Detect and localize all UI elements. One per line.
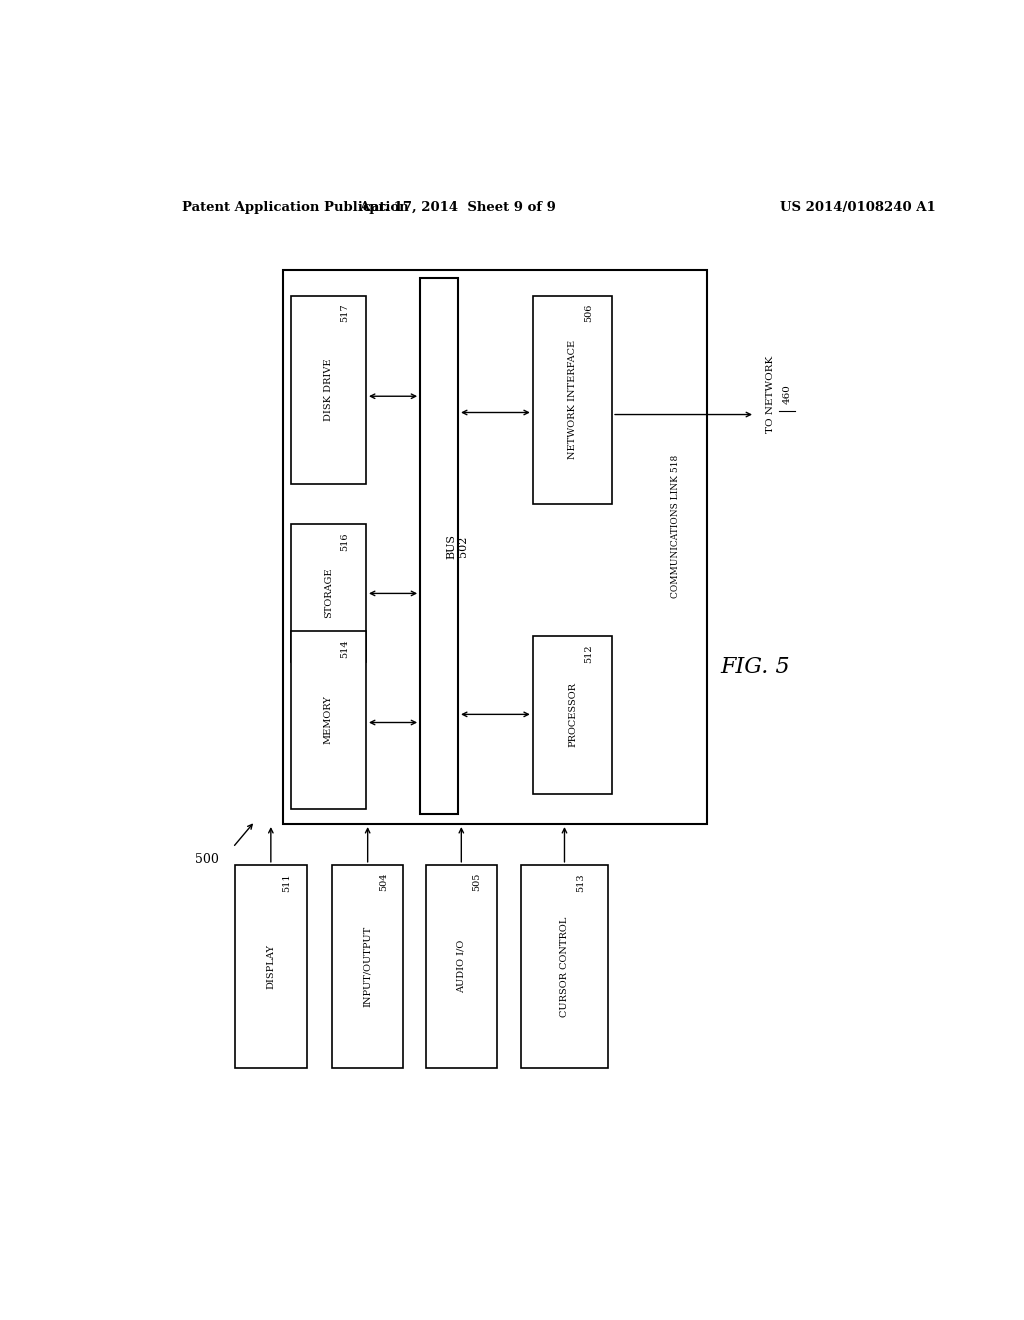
- Text: 514: 514: [340, 639, 349, 657]
- Text: NETWORK INTERFACE: NETWORK INTERFACE: [568, 341, 577, 459]
- Text: 504: 504: [379, 873, 388, 891]
- Text: MEMORY: MEMORY: [324, 696, 333, 744]
- Text: 517: 517: [340, 304, 349, 322]
- Text: 502: 502: [458, 536, 468, 557]
- Text: Patent Application Publication: Patent Application Publication: [182, 201, 409, 214]
- FancyBboxPatch shape: [332, 865, 403, 1068]
- Text: TO NETWORK: TO NETWORK: [766, 355, 775, 433]
- Text: 513: 513: [575, 873, 585, 891]
- Text: 505: 505: [473, 873, 481, 891]
- FancyBboxPatch shape: [236, 865, 306, 1068]
- FancyBboxPatch shape: [291, 631, 367, 809]
- FancyBboxPatch shape: [426, 865, 497, 1068]
- Text: 460: 460: [782, 384, 792, 404]
- Text: INPUT/OUTPUT: INPUT/OUTPUT: [364, 925, 372, 1007]
- Text: AUDIO I/O: AUDIO I/O: [457, 940, 466, 993]
- Text: COMMUNICATIONS LINK 518: COMMUNICATIONS LINK 518: [671, 455, 680, 598]
- FancyBboxPatch shape: [420, 279, 458, 814]
- Text: 516: 516: [340, 532, 349, 550]
- FancyBboxPatch shape: [291, 524, 367, 661]
- Text: 511: 511: [283, 873, 291, 891]
- FancyBboxPatch shape: [291, 296, 367, 483]
- Text: 506: 506: [584, 304, 593, 322]
- Text: 500: 500: [196, 853, 219, 866]
- Text: FIG. 5: FIG. 5: [720, 656, 790, 677]
- FancyBboxPatch shape: [532, 296, 612, 504]
- Text: BUS: BUS: [446, 533, 457, 558]
- Text: Apr. 17, 2014  Sheet 9 of 9: Apr. 17, 2014 Sheet 9 of 9: [358, 201, 556, 214]
- Text: STORAGE: STORAGE: [324, 568, 333, 618]
- Text: US 2014/0108240 A1: US 2014/0108240 A1: [780, 201, 936, 214]
- Text: CURSOR CONTROL: CURSOR CONTROL: [560, 916, 569, 1016]
- FancyBboxPatch shape: [283, 271, 708, 824]
- FancyBboxPatch shape: [532, 636, 612, 793]
- Text: DISK DRIVE: DISK DRIVE: [324, 359, 333, 421]
- Text: 512: 512: [584, 644, 593, 663]
- Text: PROCESSOR: PROCESSOR: [568, 682, 577, 747]
- FancyBboxPatch shape: [521, 865, 608, 1068]
- Text: DISPLAY: DISPLAY: [266, 944, 275, 989]
